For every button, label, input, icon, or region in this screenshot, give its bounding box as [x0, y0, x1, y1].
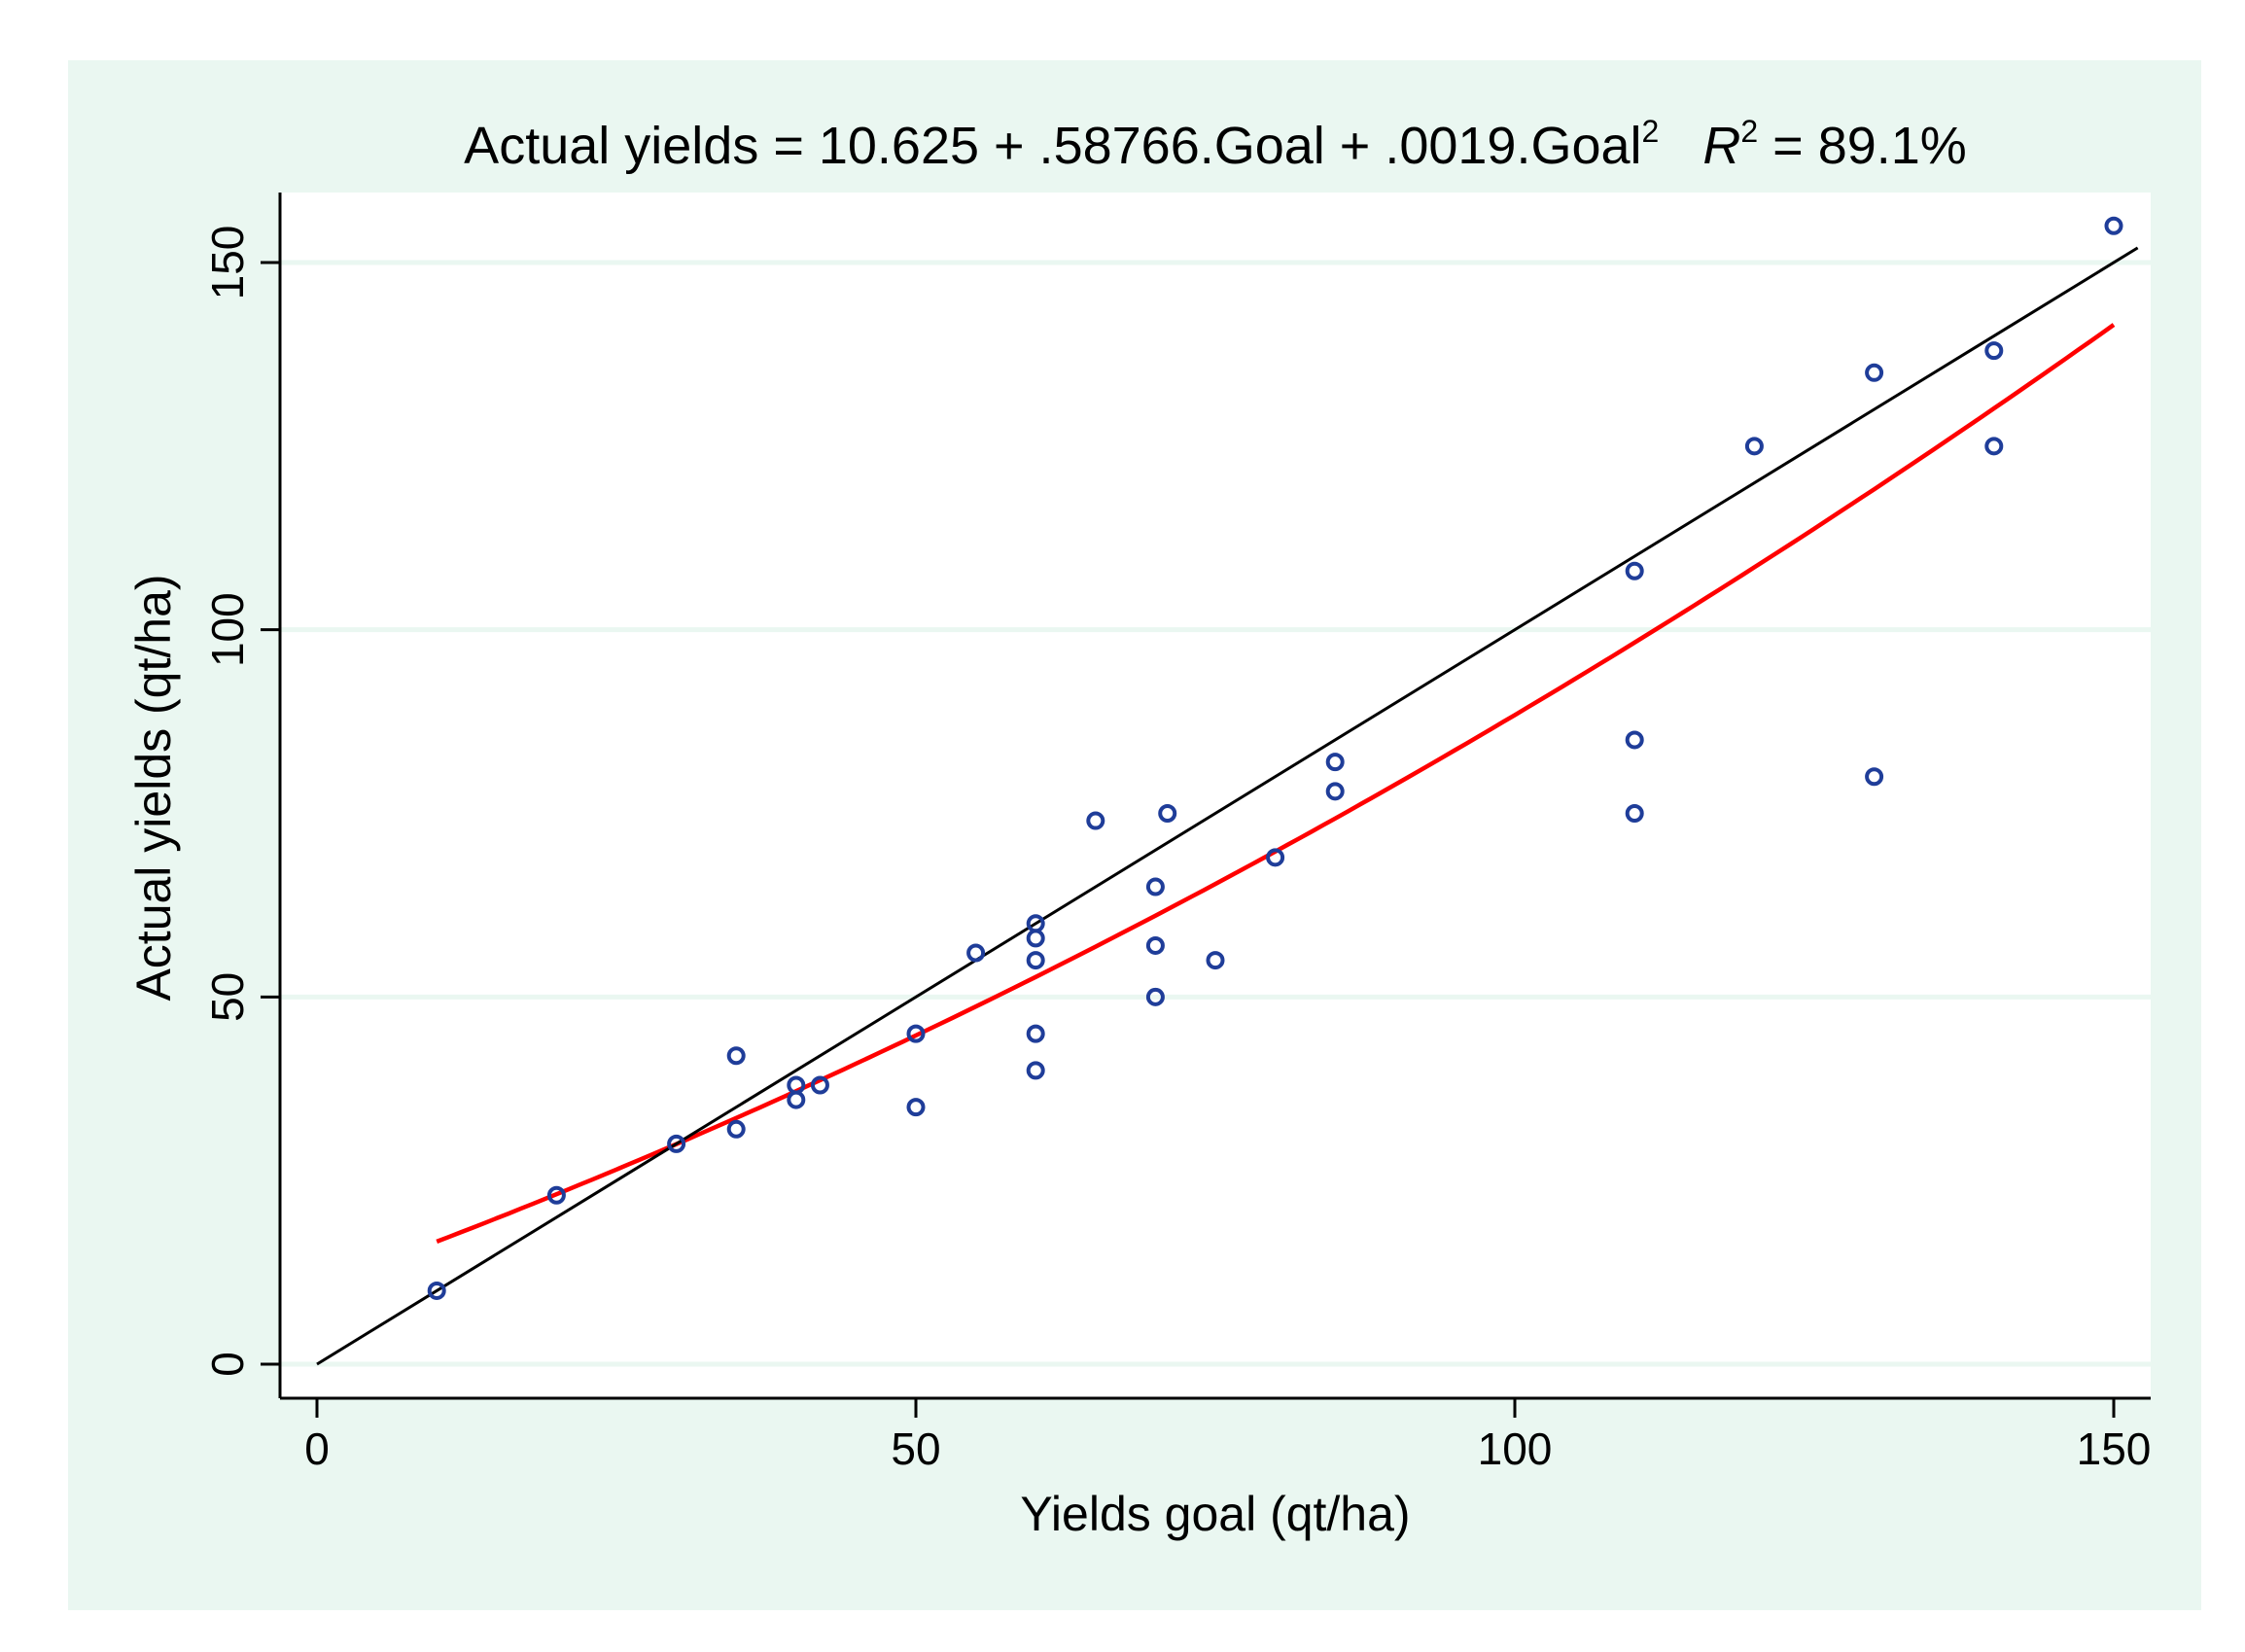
data-point [1026, 1024, 1045, 1043]
x-tick-label: 50 [891, 1424, 940, 1474]
axes: 0 50 100 150 0 50 100 150 [202, 193, 2151, 1474]
data-point [810, 1075, 829, 1095]
data-point [787, 1090, 806, 1109]
data-point [427, 1281, 446, 1300]
y-tick-label: 100 [202, 592, 253, 667]
data-point [1865, 767, 1884, 787]
data-point [726, 1046, 746, 1066]
data-point [906, 1098, 926, 1117]
x-tick-label: 150 [2077, 1424, 2152, 1474]
data-point [1145, 877, 1165, 896]
data-point [1325, 782, 1345, 801]
chart-title: Actual yields = 10.625 + .58766.Goal + .… [464, 114, 1967, 175]
data-point [1206, 951, 1225, 970]
x-axis-label: Yields goal (qt/ha) [1020, 1487, 1410, 1541]
y-tick-label: 50 [202, 972, 253, 1022]
data-point [1026, 1061, 1045, 1080]
data-point [1086, 811, 1105, 830]
data-point [1145, 987, 1165, 1006]
data-point [1744, 437, 1764, 456]
data-point [1325, 753, 1345, 772]
y-tick-label: 0 [202, 1352, 253, 1377]
y-axis-label: Actual yields (qt/ha) [126, 574, 181, 1001]
data-point [1984, 437, 2004, 456]
data-point [546, 1185, 566, 1205]
data-points [427, 216, 2123, 1300]
data-point [1266, 848, 1285, 867]
data-point [1026, 929, 1045, 948]
data-point [1026, 951, 1045, 970]
data-point [1158, 804, 1177, 823]
data-point [667, 1134, 686, 1153]
data-point [1145, 935, 1165, 955]
data-point [906, 1024, 926, 1043]
data-point [1625, 804, 1644, 823]
reference-line [316, 246, 2139, 1366]
plot-area [280, 193, 2151, 1398]
gridlines [280, 260, 2151, 1367]
data-point [1865, 363, 1884, 382]
data-point [2104, 216, 2123, 235]
x-tick-label: 0 [304, 1424, 330, 1474]
data-point [1625, 730, 1644, 750]
data-point [1625, 561, 1644, 580]
data-point [726, 1119, 746, 1139]
data-point [1984, 341, 2004, 361]
y-tick-label: 150 [202, 226, 253, 300]
x-tick-label: 100 [1478, 1424, 1553, 1474]
data-point [966, 943, 986, 963]
